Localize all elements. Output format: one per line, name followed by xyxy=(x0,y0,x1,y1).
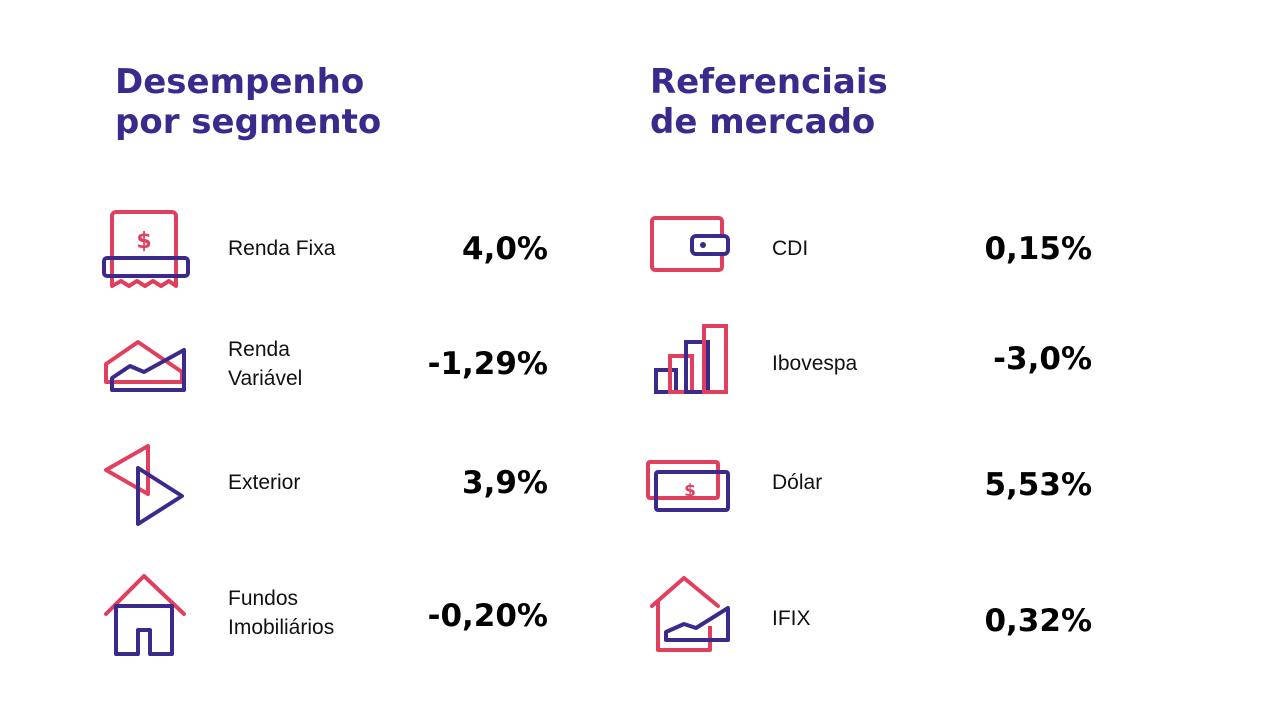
right-title-line2: de mercado xyxy=(650,102,876,142)
row-value-ibovespa: -3,0% xyxy=(993,341,1092,377)
bar-chart-icon xyxy=(654,324,728,394)
row-label-cdi: CDI xyxy=(772,237,809,260)
house-icon xyxy=(104,574,186,656)
left-section-title: Desempenho por segmento xyxy=(115,62,381,142)
svg-text:$: $ xyxy=(136,229,151,254)
row-value-exterior: 3,9% xyxy=(462,465,548,501)
row-value-renda-fixa: 4,0% xyxy=(462,231,548,267)
row-label-ifix: IFIX xyxy=(772,607,811,630)
row-value-dolar: 5,53% xyxy=(984,467,1092,503)
row-value-cdi: 0,15% xyxy=(984,231,1092,267)
svg-text:$: $ xyxy=(684,481,696,501)
left-title-line2: por segmento xyxy=(115,102,382,142)
row-label-renda-fixa: Renda Fixa xyxy=(228,237,336,260)
receipt-dollar-icon: $ xyxy=(102,210,190,288)
row-label-exterior: Exterior xyxy=(228,471,301,494)
row-value-ifix: 0,32% xyxy=(984,603,1092,639)
row-label-fundos-imobiliarios: Fundos Imobiliários xyxy=(228,587,335,639)
house-chart-icon xyxy=(650,576,730,652)
left-title-line1: Desempenho xyxy=(115,62,365,102)
banknote-icon: $ xyxy=(646,460,730,512)
right-section-title: Referenciais de mercado xyxy=(650,62,888,142)
right-title-line1: Referenciais xyxy=(650,62,888,102)
row-label-dolar: Dólar xyxy=(772,471,823,494)
row-value-fundos-imobiliarios: -0,20% xyxy=(427,598,548,634)
arrows-exchange-icon xyxy=(104,444,184,526)
wallet-icon xyxy=(650,216,730,272)
mountain-chart-icon xyxy=(104,340,186,392)
row-value-renda-variavel: -1,29% xyxy=(427,346,548,382)
row-label-ibovespa: Ibovespa xyxy=(772,352,858,375)
row-label-renda-variavel: Renda Variável xyxy=(228,338,303,390)
